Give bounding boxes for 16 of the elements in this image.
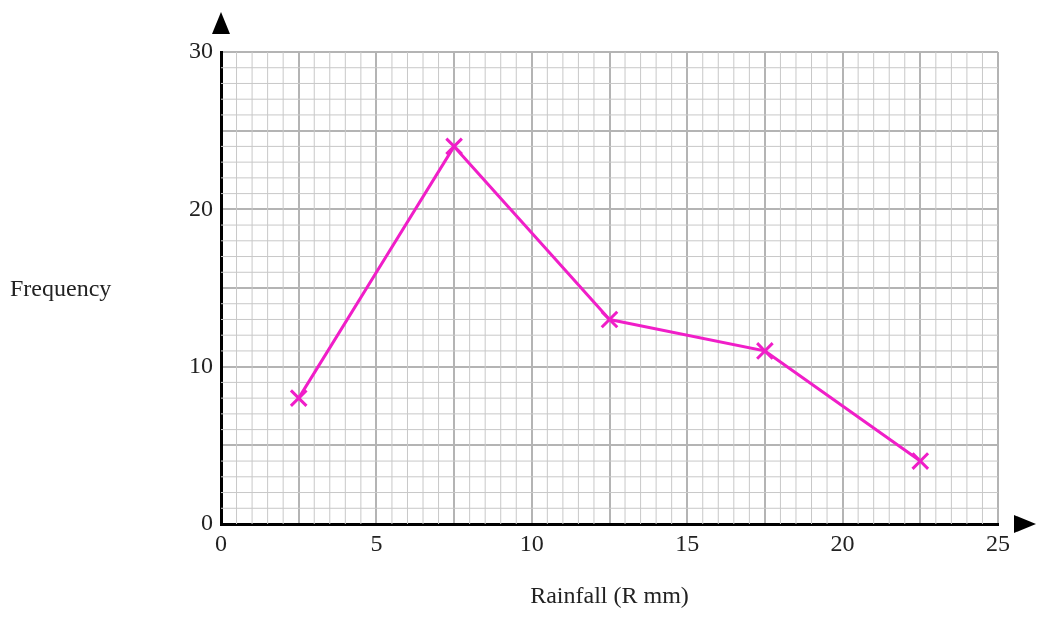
point: [911, 451, 930, 471]
y-axis-title: Frequency: [10, 275, 112, 302]
x-tick-label: 15: [675, 529, 700, 556]
x-tick-label: 5: [370, 529, 383, 556]
point: [755, 341, 775, 361]
y-tick-label: 10: [189, 351, 213, 378]
point: [444, 137, 464, 156]
x-tick-label: 20: [830, 529, 855, 556]
x-tick-label: 25: [986, 529, 1010, 556]
point: [600, 310, 619, 329]
y-tick-label: 0: [201, 509, 213, 536]
x-axis-title: Rainfall (R mm): [530, 581, 689, 608]
point: [289, 388, 308, 408]
y-tick-label: 20: [189, 194, 213, 221]
x-tick-label: 10: [519, 529, 544, 556]
y-tick-label: 30: [189, 37, 213, 64]
